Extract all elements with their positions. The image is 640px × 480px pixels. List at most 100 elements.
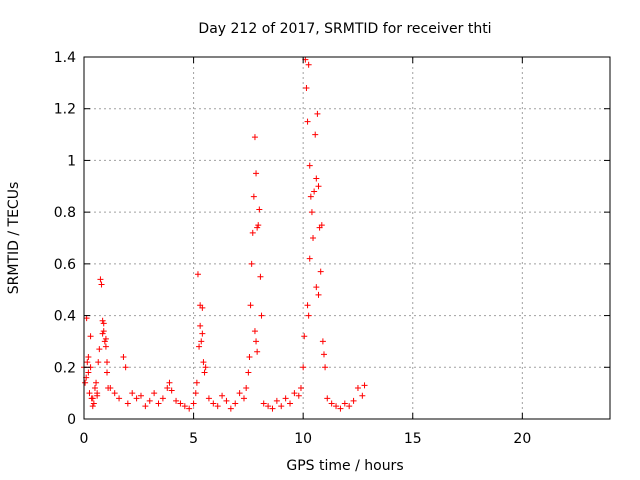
data-point (350, 397, 357, 404)
data-point (310, 235, 317, 241)
data-point (87, 333, 94, 340)
x-tick-label: 5 (189, 431, 198, 447)
data-point (190, 400, 197, 407)
data-point (248, 260, 255, 267)
data-point (245, 369, 252, 376)
data-point (100, 320, 107, 327)
y-tick-label: 1.2 (54, 102, 76, 118)
data-points (81, 56, 368, 412)
data-point (269, 405, 276, 412)
data-point (116, 395, 123, 402)
data-point (253, 170, 260, 177)
data-point (146, 397, 153, 404)
data-point (313, 175, 320, 182)
data-point (361, 382, 368, 389)
data-point (90, 400, 97, 407)
data-point (120, 353, 127, 360)
data-point (181, 403, 188, 410)
data-point (250, 193, 257, 200)
data-point (199, 304, 206, 311)
data-point (198, 338, 205, 345)
axis-ticks (83, 56, 610, 420)
data-point (257, 273, 264, 280)
data-point (197, 322, 204, 329)
data-point (297, 384, 304, 391)
data-point (100, 328, 107, 335)
data-point (101, 338, 108, 345)
data-point (205, 395, 212, 402)
data-point (337, 405, 344, 412)
data-point (166, 379, 173, 386)
data-point (306, 255, 313, 262)
data-point (122, 364, 129, 371)
data-point (291, 390, 298, 397)
data-point (164, 384, 171, 391)
data-point (186, 405, 193, 412)
data-point (193, 379, 200, 386)
data-point (89, 403, 96, 410)
data-point (83, 315, 90, 322)
x-tick-label: 0 (80, 431, 89, 447)
data-point (328, 400, 335, 407)
data-point (249, 229, 256, 236)
data-point (202, 364, 209, 371)
data-point (306, 162, 313, 169)
data-point (312, 131, 319, 138)
data-point (295, 392, 302, 399)
data-point (260, 400, 267, 407)
data-point (359, 392, 366, 399)
data-point (240, 395, 247, 402)
data-point (85, 353, 92, 360)
data-point (82, 379, 89, 386)
data-point (307, 193, 314, 200)
data-point (168, 387, 175, 394)
data-point (255, 222, 262, 229)
data-point (93, 379, 100, 386)
data-point (91, 384, 98, 391)
data-point (99, 330, 106, 337)
x-axis-label: GPS time / hours (286, 458, 403, 474)
data-point (200, 359, 207, 366)
data-point (305, 61, 312, 68)
data-point (210, 400, 217, 407)
data-point (333, 403, 340, 410)
data-point (243, 384, 250, 391)
data-point (102, 343, 109, 350)
data-point (300, 364, 307, 371)
data-point (177, 400, 184, 407)
data-point (86, 390, 93, 397)
data-point (99, 317, 106, 324)
data-point (265, 403, 272, 410)
data-point (94, 392, 101, 399)
data-point (354, 384, 361, 391)
data-point (85, 369, 92, 376)
data-point (254, 348, 261, 355)
data-point (201, 369, 208, 376)
data-point (247, 302, 254, 309)
data-point (253, 338, 260, 345)
data-point (258, 312, 265, 319)
y-tick-label: 0.8 (54, 205, 76, 221)
x-tick-label: 10 (294, 431, 312, 447)
y-tick-label: 1 (67, 153, 76, 169)
data-point (151, 390, 158, 397)
data-point (155, 400, 162, 407)
data-point (318, 222, 325, 229)
y-tick-label: 0 (67, 412, 76, 428)
data-point (227, 405, 234, 412)
data-point (129, 390, 136, 397)
data-point (142, 403, 149, 410)
data-point (278, 403, 285, 410)
data-point (282, 395, 289, 402)
data-point (317, 268, 324, 275)
data-point (341, 400, 348, 407)
data-point (97, 276, 104, 283)
data-point (303, 85, 310, 92)
data-point (322, 364, 329, 371)
data-point (89, 395, 96, 402)
data-point (173, 397, 180, 404)
data-point (102, 335, 109, 342)
chart-title: Day 212 of 2017, SRMTID for receiver tht… (198, 21, 491, 37)
y-tick-label: 0.2 (54, 360, 76, 376)
data-point (137, 392, 144, 399)
